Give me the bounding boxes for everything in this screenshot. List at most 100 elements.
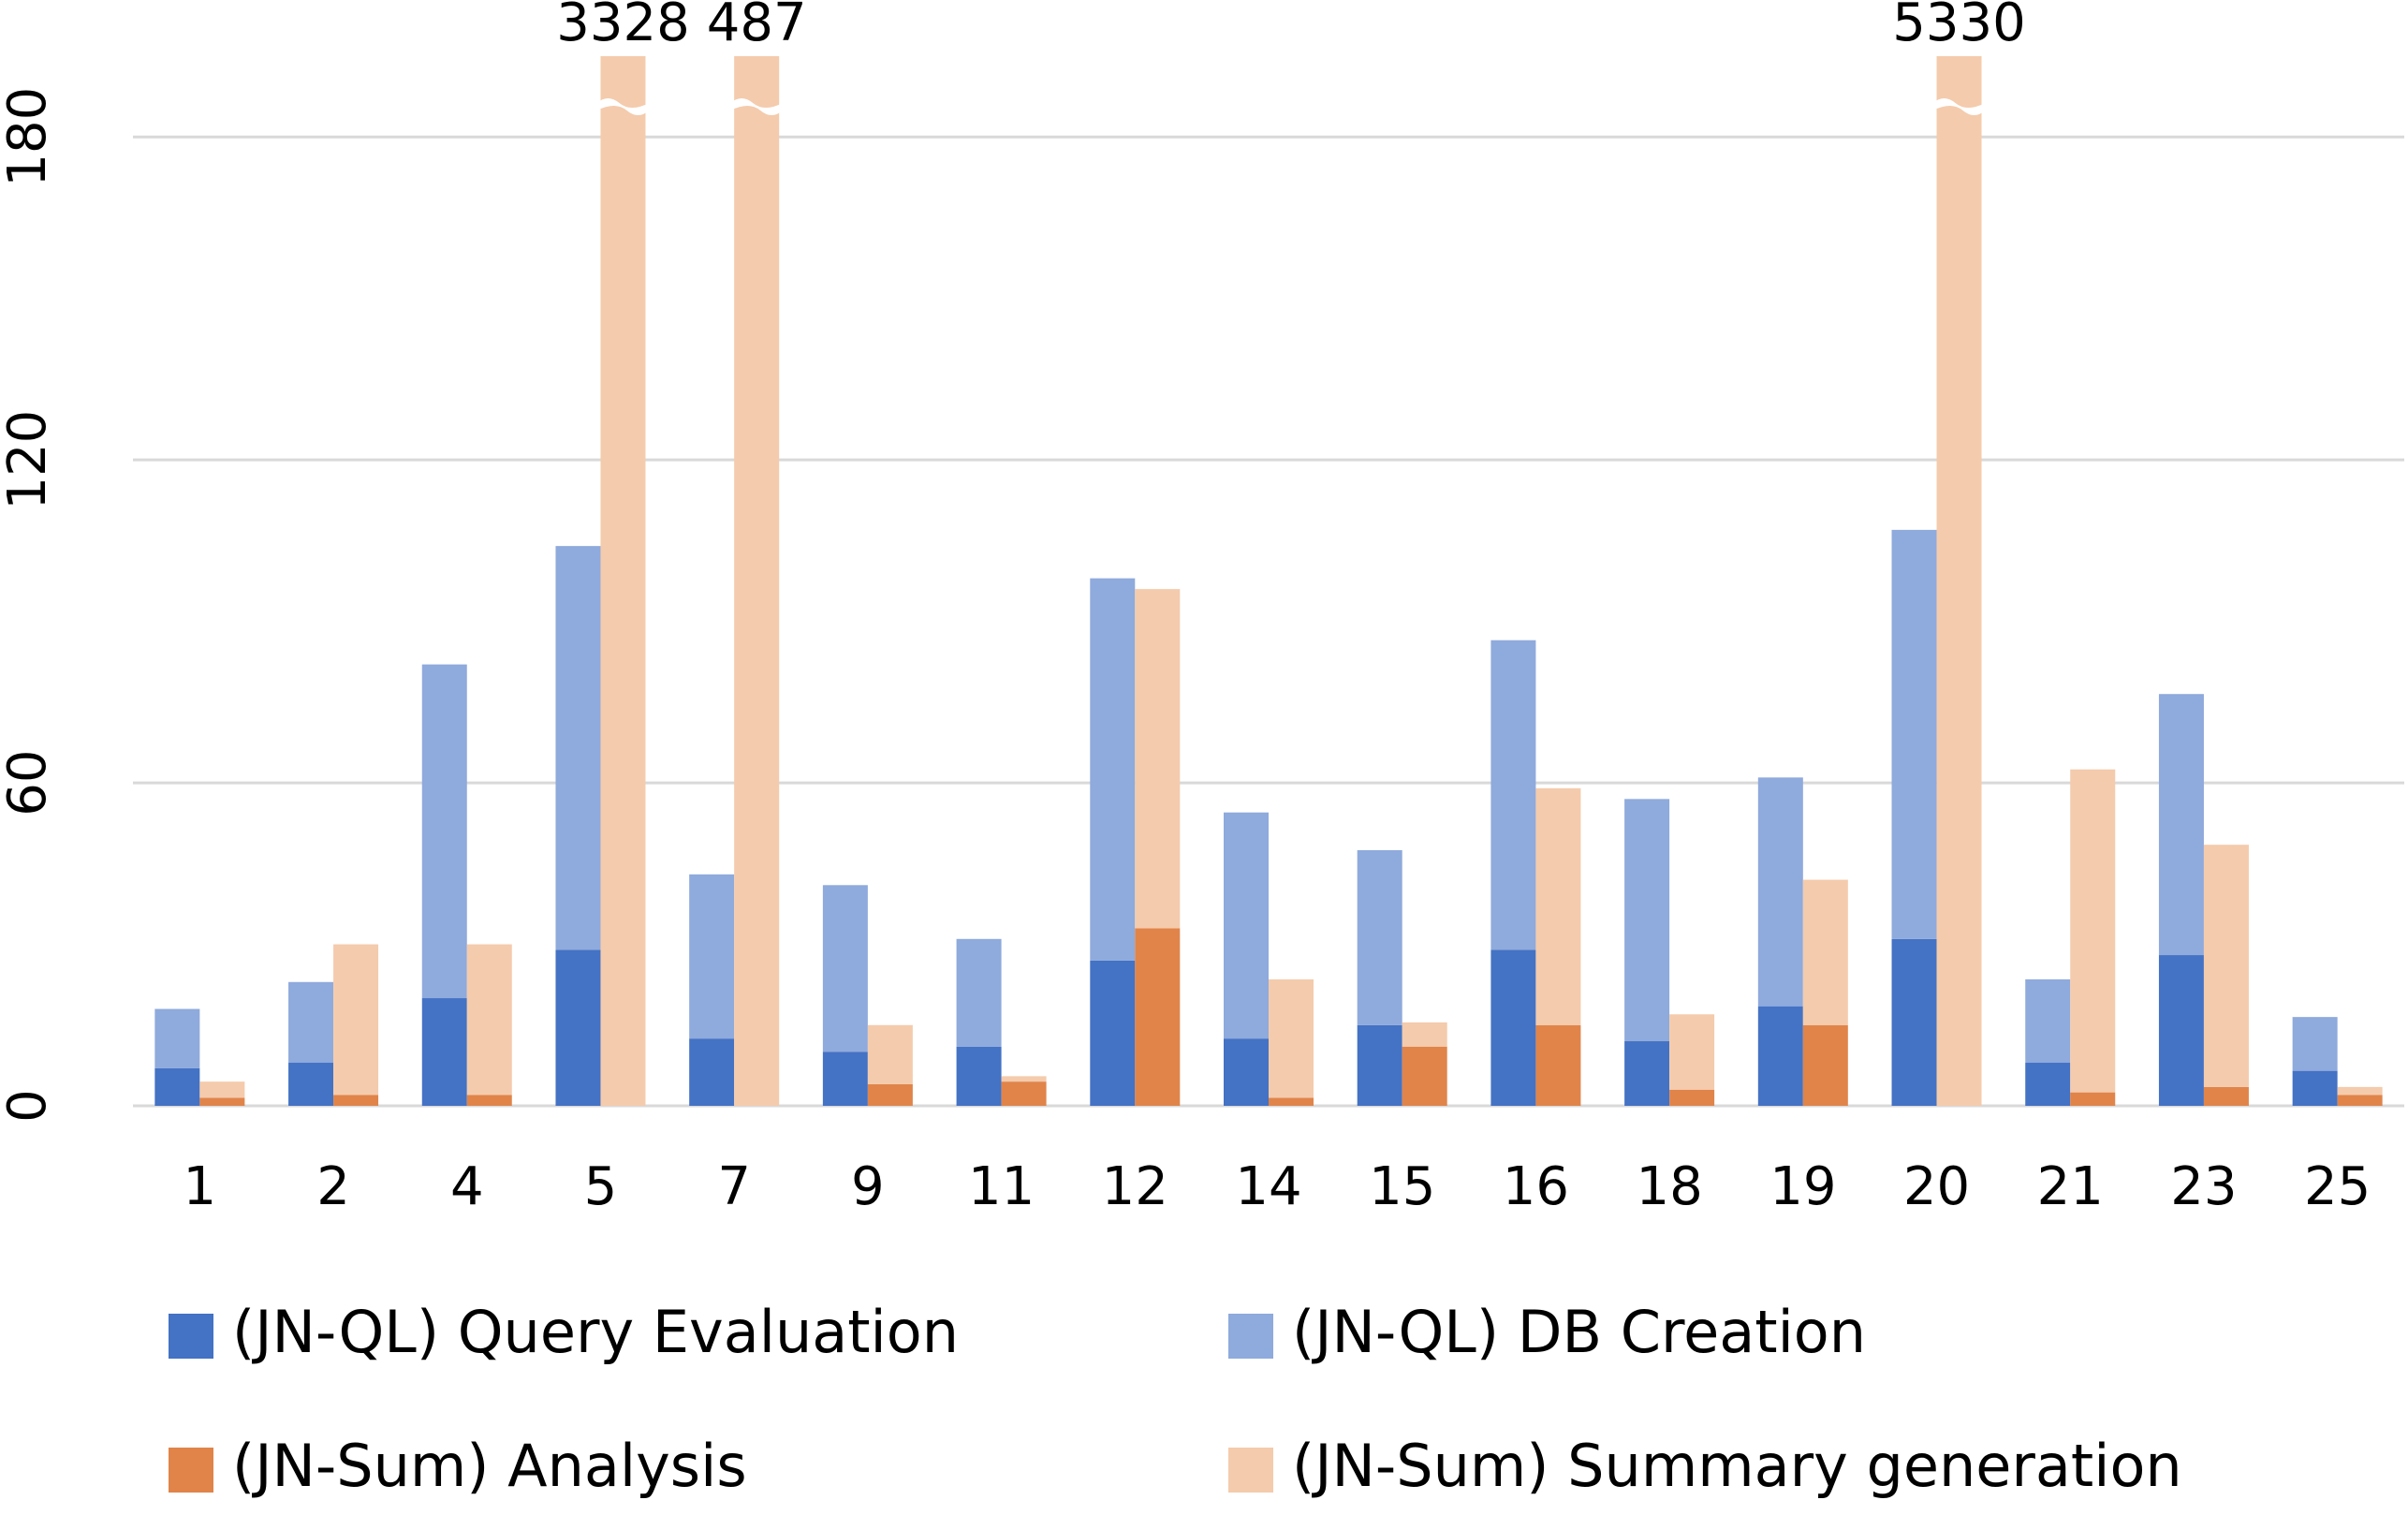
x-tick-label: 19 bbox=[1769, 1156, 1836, 1217]
bar-segment bbox=[867, 1084, 913, 1106]
bar-segment bbox=[1490, 640, 1536, 950]
bar-segment bbox=[822, 885, 868, 1052]
bar-segment bbox=[1802, 1024, 1848, 1106]
bar-segment bbox=[1936, 56, 1982, 1106]
bar-segment bbox=[1669, 1089, 1715, 1106]
bar-segment bbox=[333, 1095, 379, 1106]
bar-segment bbox=[1357, 1024, 1402, 1106]
bar-segment bbox=[288, 981, 334, 1064]
legend-swatch bbox=[1228, 1314, 1273, 1359]
legend-label: (JN-Sum) Summary generation bbox=[1292, 1432, 2182, 1500]
bar-segment bbox=[154, 1067, 200, 1106]
bar-segment bbox=[1802, 879, 1848, 1025]
bar-segment bbox=[1135, 589, 1181, 929]
x-tick-label: 4 bbox=[450, 1156, 484, 1217]
bar-segment bbox=[2070, 769, 2116, 1093]
x-tick-label: 18 bbox=[1636, 1156, 1702, 1217]
axis-break bbox=[730, 98, 784, 115]
bar-segment bbox=[2292, 1070, 2338, 1106]
bar-segment bbox=[2203, 1086, 2249, 1106]
bar-segment bbox=[2158, 955, 2204, 1106]
y-tick-label: 60 bbox=[0, 749, 58, 816]
legend-label: (JN-Sum) Analysis bbox=[232, 1432, 747, 1500]
bar-segment bbox=[1535, 1024, 1581, 1106]
axis-break bbox=[1932, 98, 1986, 115]
legend-label: (JN-QL) Query Evaluation bbox=[232, 1298, 959, 1366]
x-tick-label: 15 bbox=[1369, 1156, 1435, 1217]
x-tick-label: 1 bbox=[184, 1156, 217, 1217]
bar-segment bbox=[1135, 928, 1181, 1106]
bar-segment bbox=[288, 1063, 334, 1106]
bar-segment bbox=[555, 546, 601, 950]
bar-segment bbox=[2337, 1086, 2383, 1096]
y-tick-label: 120 bbox=[0, 410, 58, 510]
legend-swatch bbox=[169, 1448, 213, 1493]
bar-segment bbox=[421, 998, 467, 1106]
y-tick-label: 180 bbox=[0, 87, 58, 187]
x-tick-label: 9 bbox=[851, 1156, 885, 1217]
bar-segment bbox=[956, 1046, 1002, 1106]
legend-swatch bbox=[1228, 1448, 1273, 1493]
x-tick-label: 7 bbox=[717, 1156, 751, 1217]
bar-segment bbox=[199, 1081, 245, 1098]
x-tick-label: 25 bbox=[2304, 1156, 2371, 1217]
bar-segment bbox=[1402, 1046, 1447, 1106]
bar-segment bbox=[2025, 1063, 2071, 1106]
bar-segment bbox=[466, 944, 512, 1096]
axis-break bbox=[596, 98, 650, 115]
bar-segment bbox=[2292, 1017, 2338, 1071]
x-tick-label: 12 bbox=[1102, 1156, 1168, 1217]
bar-segment bbox=[154, 1008, 200, 1068]
bar-segment bbox=[2070, 1092, 2116, 1106]
x-tick-label: 2 bbox=[316, 1156, 350, 1217]
bar-segment bbox=[867, 1024, 913, 1085]
legend-swatch bbox=[169, 1314, 213, 1359]
bar-segment bbox=[333, 944, 379, 1096]
bar-segment bbox=[1090, 960, 1136, 1106]
bar-segment bbox=[1891, 938, 1937, 1106]
bar-segment bbox=[1402, 1022, 1447, 1047]
x-tick-label: 16 bbox=[1503, 1156, 1569, 1217]
bar-segment bbox=[2203, 845, 2249, 1087]
bar-segment bbox=[1535, 787, 1581, 1025]
bar-segment bbox=[1269, 978, 1314, 1098]
bar-segment bbox=[1090, 578, 1136, 961]
y-tick-label: 0 bbox=[0, 1089, 58, 1123]
bar-segment bbox=[1624, 1041, 1670, 1106]
value-label: 487 bbox=[707, 0, 807, 53]
x-tick-label: 14 bbox=[1235, 1156, 1301, 1217]
bar-segment bbox=[1001, 1076, 1047, 1082]
bar-segment bbox=[466, 1095, 512, 1106]
bar-segment bbox=[956, 938, 1002, 1047]
value-label: 5330 bbox=[1892, 0, 2026, 53]
bar-segment bbox=[1224, 1038, 1269, 1106]
bar-segment bbox=[2337, 1095, 2383, 1106]
x-tick-label: 21 bbox=[2037, 1156, 2104, 1217]
bar-segment bbox=[1490, 949, 1536, 1106]
bar-segment bbox=[199, 1097, 245, 1106]
bar-segment bbox=[421, 664, 467, 999]
bar-segment bbox=[1224, 812, 1269, 1039]
bar-segment bbox=[1269, 1097, 1314, 1106]
bar-segment bbox=[1757, 777, 1803, 1007]
bar-segment bbox=[689, 1038, 735, 1106]
x-tick-label: 23 bbox=[2170, 1156, 2237, 1217]
x-tick-label: 20 bbox=[1903, 1156, 1970, 1217]
x-tick-label: 11 bbox=[968, 1156, 1035, 1217]
bar-segment bbox=[1891, 529, 1937, 939]
bar-segment bbox=[1357, 849, 1402, 1025]
legend-label: (JN-QL) DB Creation bbox=[1292, 1298, 1866, 1366]
bar-segment bbox=[734, 56, 780, 1106]
bar-segment bbox=[600, 56, 646, 1106]
bar-segment bbox=[555, 949, 601, 1106]
bar-segment bbox=[2025, 978, 2071, 1064]
bar-segment bbox=[1624, 799, 1670, 1042]
bar-segment bbox=[1001, 1081, 1047, 1106]
bar-segment bbox=[1669, 1014, 1715, 1090]
x-tick-label: 5 bbox=[584, 1156, 618, 1217]
bar-segment bbox=[2158, 694, 2204, 956]
bar-segment bbox=[1757, 1006, 1803, 1106]
bar-segment bbox=[689, 874, 735, 1039]
bar-segment bbox=[822, 1052, 868, 1106]
